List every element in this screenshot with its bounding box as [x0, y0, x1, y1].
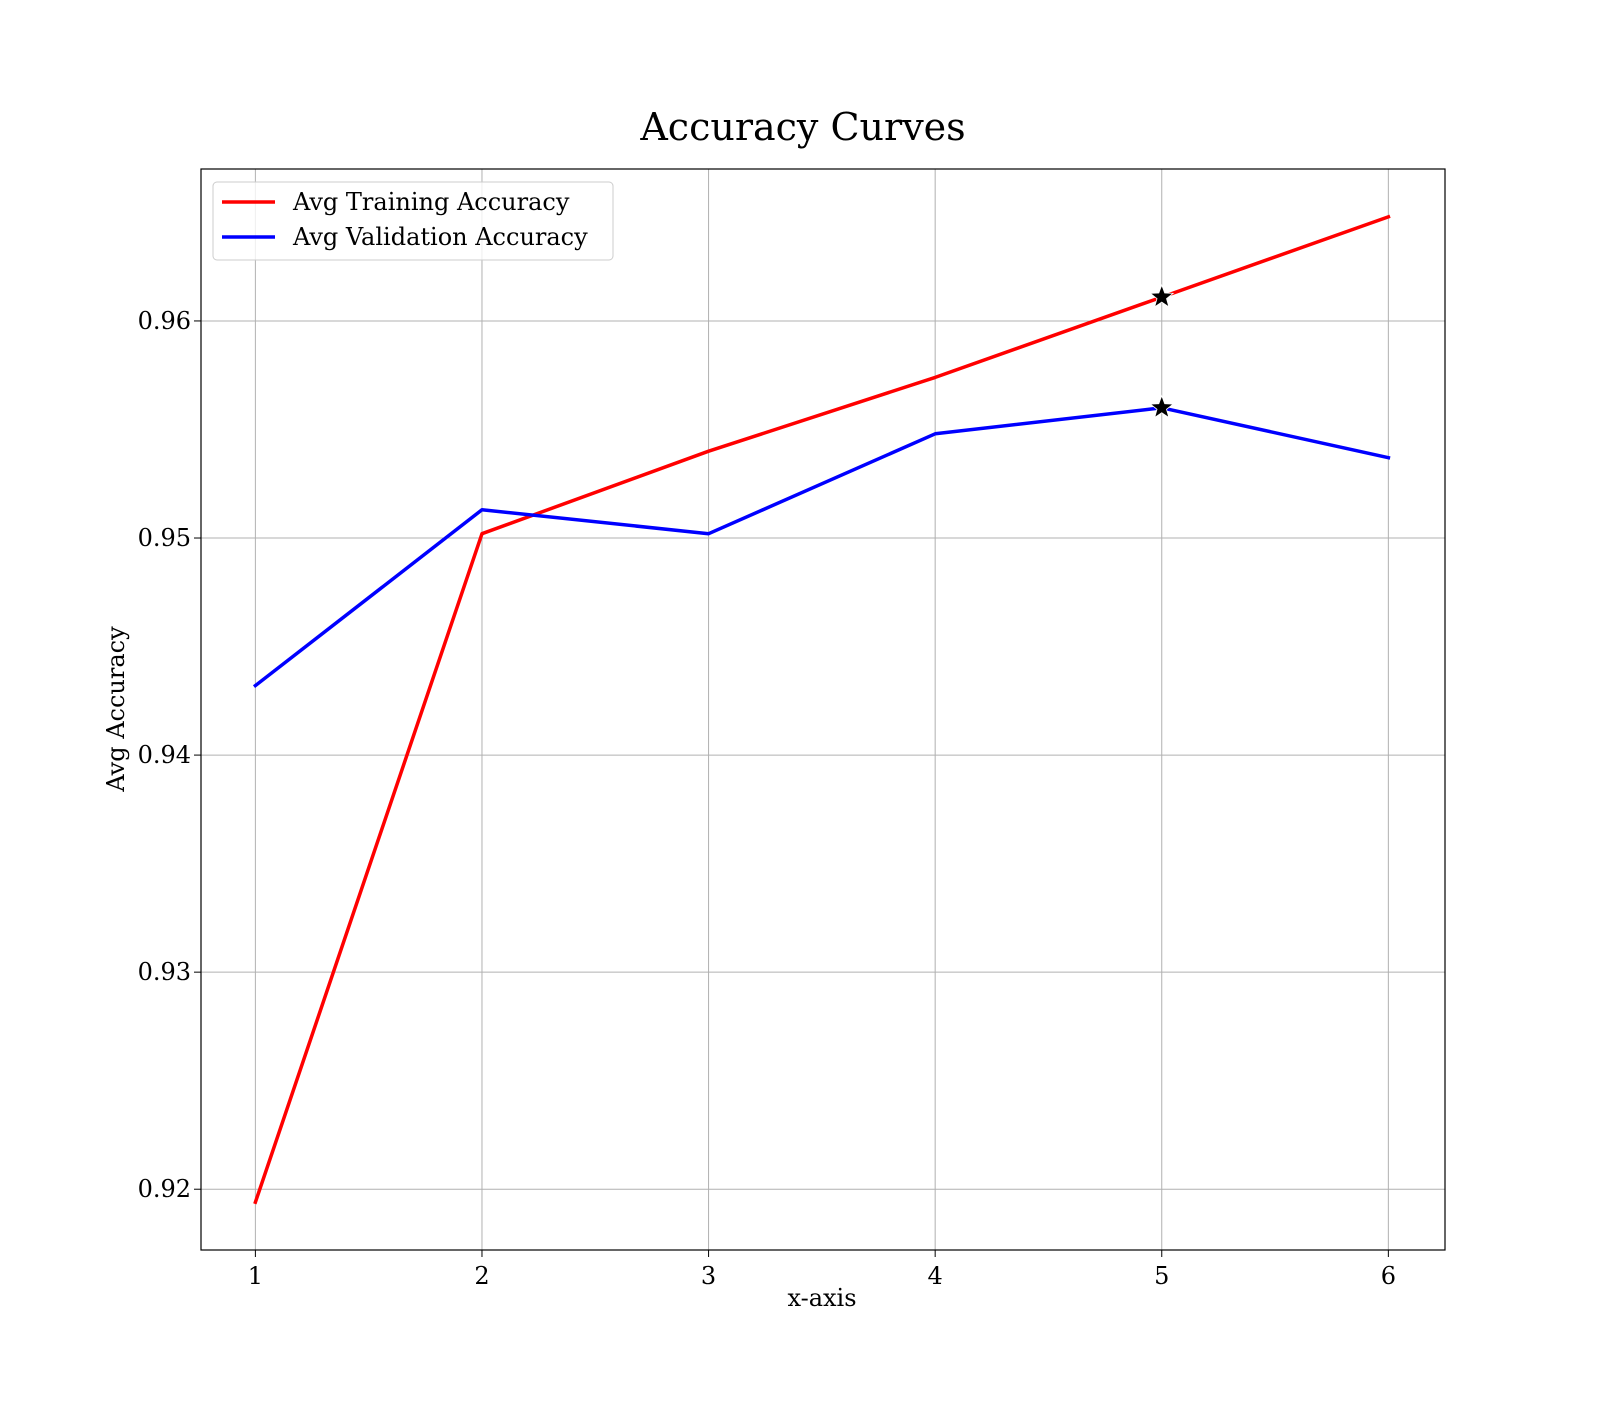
- best-markers: [1149, 283, 1175, 419]
- y-tick-label: 0.96: [138, 307, 191, 335]
- y-tick-label: 0.94: [138, 741, 191, 769]
- star-icon: [1149, 394, 1175, 419]
- chart-title: Accuracy Curves: [639, 105, 965, 149]
- legend-label: Avg Training Accuracy: [292, 188, 570, 216]
- y-axis-label: Avg Accuracy: [102, 626, 130, 793]
- series-line-validation: [252, 406, 1391, 689]
- y-tick-label: 0.93: [138, 958, 191, 986]
- legend-label: Avg Validation Accuracy: [292, 223, 588, 251]
- x-tick-label: 6: [1381, 1262, 1396, 1290]
- x-tick-label: 5: [1154, 1262, 1169, 1290]
- x-tick-label: 2: [474, 1262, 489, 1290]
- star-icon: [1149, 283, 1175, 308]
- series-line-training: [253, 214, 1391, 1205]
- x-tick-label: 1: [248, 1262, 263, 1290]
- series-lines: [252, 214, 1391, 1205]
- legend: Avg Training Accuracy Avg Validation Accu…: [212, 181, 614, 261]
- y-tick-label: 0.95: [138, 524, 191, 552]
- x-axis-label: x-axis: [787, 1284, 856, 1312]
- y-tick-label: 0.92: [138, 1175, 191, 1203]
- axis-ticks: 1 2 3 4 5 6 0.92 0.93 0.94 0.95 0.96: [138, 307, 1396, 1290]
- x-tick-label: 3: [701, 1262, 716, 1290]
- x-tick-label: 4: [928, 1262, 943, 1290]
- legend-box: [212, 181, 614, 261]
- plot-frame: [200, 168, 1446, 1251]
